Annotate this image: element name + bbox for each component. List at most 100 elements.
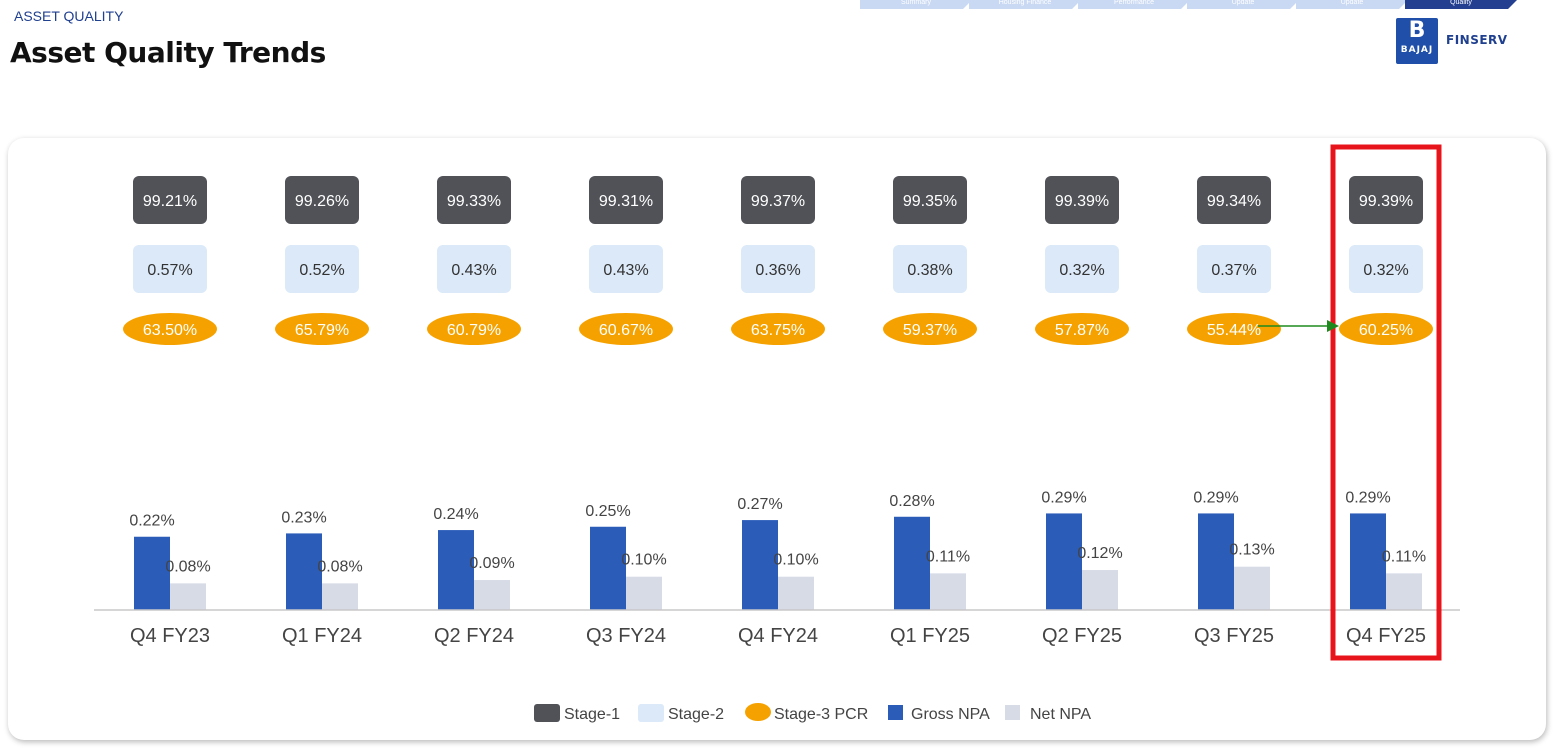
gross-npa-label: 0.29% [1345, 489, 1390, 506]
stage2-marker [1197, 245, 1271, 293]
section-label: ASSET QUALITY [14, 8, 124, 24]
page-title: Asset Quality Trends [10, 36, 326, 69]
stage2-marker [893, 245, 967, 293]
stage1-marker [589, 176, 663, 224]
stage1-marker [1349, 176, 1423, 224]
stage2-marker [133, 245, 207, 293]
gross-npa-bar [742, 520, 778, 610]
stage1-label: 99.34% [1207, 193, 1261, 210]
stage1-label: 99.37% [751, 193, 805, 210]
gross-npa-bar [590, 526, 626, 610]
legend-swatch-0 [534, 704, 560, 722]
stage3-pcr-label: 60.25% [1359, 322, 1413, 339]
gross-npa-label: 0.28% [889, 493, 934, 510]
stage2-marker [741, 245, 815, 293]
net-npa-label: 0.08% [317, 558, 362, 575]
gross-npa-bar [1198, 513, 1234, 610]
legend-swatch-3 [888, 705, 903, 720]
stage1-marker [133, 176, 207, 224]
stage2-label: 0.37% [1211, 262, 1256, 279]
asset-quality-chart: 99.21% 0.57% 63.50% 0.22% 0.08% Q4 FY23 99.26%… [94, 144, 1460, 723]
net-npa-label: 0.10% [621, 552, 666, 569]
stage2-label: 0.43% [603, 262, 648, 279]
stage1-marker [741, 176, 815, 224]
stage3-pcr-label: 63.50% [143, 322, 197, 339]
gross-npa-label: 0.23% [281, 509, 326, 526]
category-label: Q4 FY23 [130, 625, 210, 647]
legend-swatch-4 [1005, 705, 1020, 720]
stage1-marker [893, 176, 967, 224]
net-npa-label: 0.12% [1077, 545, 1122, 562]
stage3-pcr-marker [731, 313, 825, 345]
stage2-marker [1349, 245, 1423, 293]
net-npa-bar [1234, 566, 1270, 610]
category-label: Q2 FY25 [1042, 625, 1122, 647]
stage3-pcr-marker [427, 313, 521, 345]
stage1-label: 99.35% [903, 193, 957, 210]
gross-npa-bar [894, 516, 930, 610]
net-npa-label: 0.09% [469, 555, 514, 572]
stage2-marker [1045, 245, 1119, 293]
stage1-marker [1197, 176, 1271, 224]
gross-npa-bar [438, 530, 474, 610]
nav-tabs: Summary Housing Finance Performance Update U… [860, 0, 1520, 9]
stage3-pcr-label: 63.75% [751, 322, 805, 339]
nav-tab-1[interactable]: Housing Finance [969, 0, 1081, 9]
stage3-pcr-marker [1339, 313, 1433, 345]
net-npa-bar [1386, 573, 1422, 610]
stage3-pcr-marker [883, 313, 977, 345]
stage1-label: 99.33% [447, 193, 501, 210]
legend-swatch-stage3 [745, 703, 771, 721]
legend-swatch-1 [638, 704, 664, 722]
stage3-pcr-label: 57.87% [1055, 322, 1109, 339]
stage3-pcr-label: 60.67% [599, 322, 653, 339]
net-npa-label: 0.10% [773, 552, 818, 569]
stage2-label: 0.52% [299, 262, 344, 279]
nav-tab-2[interactable]: Performance [1078, 0, 1190, 9]
stage3-pcr-marker [1035, 313, 1129, 345]
stage3-pcr-marker [123, 313, 217, 345]
category-label: Q4 FY24 [738, 625, 818, 647]
stage1-label: 99.39% [1055, 193, 1109, 210]
gross-npa-label: 0.24% [433, 506, 478, 523]
stage1-label: 99.31% [599, 193, 653, 210]
legend-label: Stage-1 [564, 706, 620, 723]
net-npa-bar [930, 573, 966, 610]
stage3-pcr-marker [579, 313, 673, 345]
stage2-label: 0.32% [1059, 262, 1104, 279]
net-npa-bar [322, 583, 358, 610]
highlight-box [1330, 144, 1442, 661]
category-label: Q1 FY25 [890, 625, 970, 647]
nav-tab-4[interactable]: Update [1296, 0, 1408, 9]
net-npa-bar [474, 580, 510, 610]
net-npa-label: 0.11% [926, 548, 970, 565]
gross-npa-label: 0.25% [585, 503, 630, 520]
stage3-pcr-label: 59.37% [903, 322, 957, 339]
net-npa-label: 0.08% [165, 558, 210, 575]
nav-tab-0[interactable]: Summary [860, 0, 972, 9]
bajaj-logo-icon: B BAJAJ FINSERV [1396, 18, 1526, 66]
logo-text: FINSERV [1446, 33, 1508, 47]
net-npa-label: 0.13% [1229, 542, 1274, 559]
net-npa-bar [626, 576, 662, 610]
legend-label: Net NPA [1030, 706, 1091, 723]
chart-panel: 99.21% 0.57% 63.50% 0.22% 0.08% Q4 FY23 99.26%… [8, 138, 1546, 740]
nav-tab-5[interactable]: Quality [1405, 0, 1517, 9]
legend-label: Gross NPA [911, 706, 990, 723]
legend-label: Stage-3 PCR [774, 706, 868, 723]
stage3-pcr-label: 60.79% [447, 322, 501, 339]
gross-npa-label: 0.29% [1193, 489, 1238, 506]
gross-npa-bar [134, 536, 170, 610]
net-npa-label: 0.11% [1382, 548, 1426, 565]
gross-npa-bar [1350, 513, 1386, 610]
net-npa-bar [170, 583, 206, 610]
gross-npa-label: 0.29% [1041, 489, 1086, 506]
gross-npa-label: 0.22% [129, 513, 174, 530]
stage2-label: 0.36% [755, 262, 800, 279]
stage2-marker [285, 245, 359, 293]
category-label: Q4 FY25 [1346, 625, 1426, 647]
net-npa-bar [778, 576, 814, 610]
gross-npa-bar [1046, 513, 1082, 610]
stage1-label: 99.21% [143, 193, 197, 210]
nav-tab-3[interactable]: Update [1187, 0, 1299, 9]
